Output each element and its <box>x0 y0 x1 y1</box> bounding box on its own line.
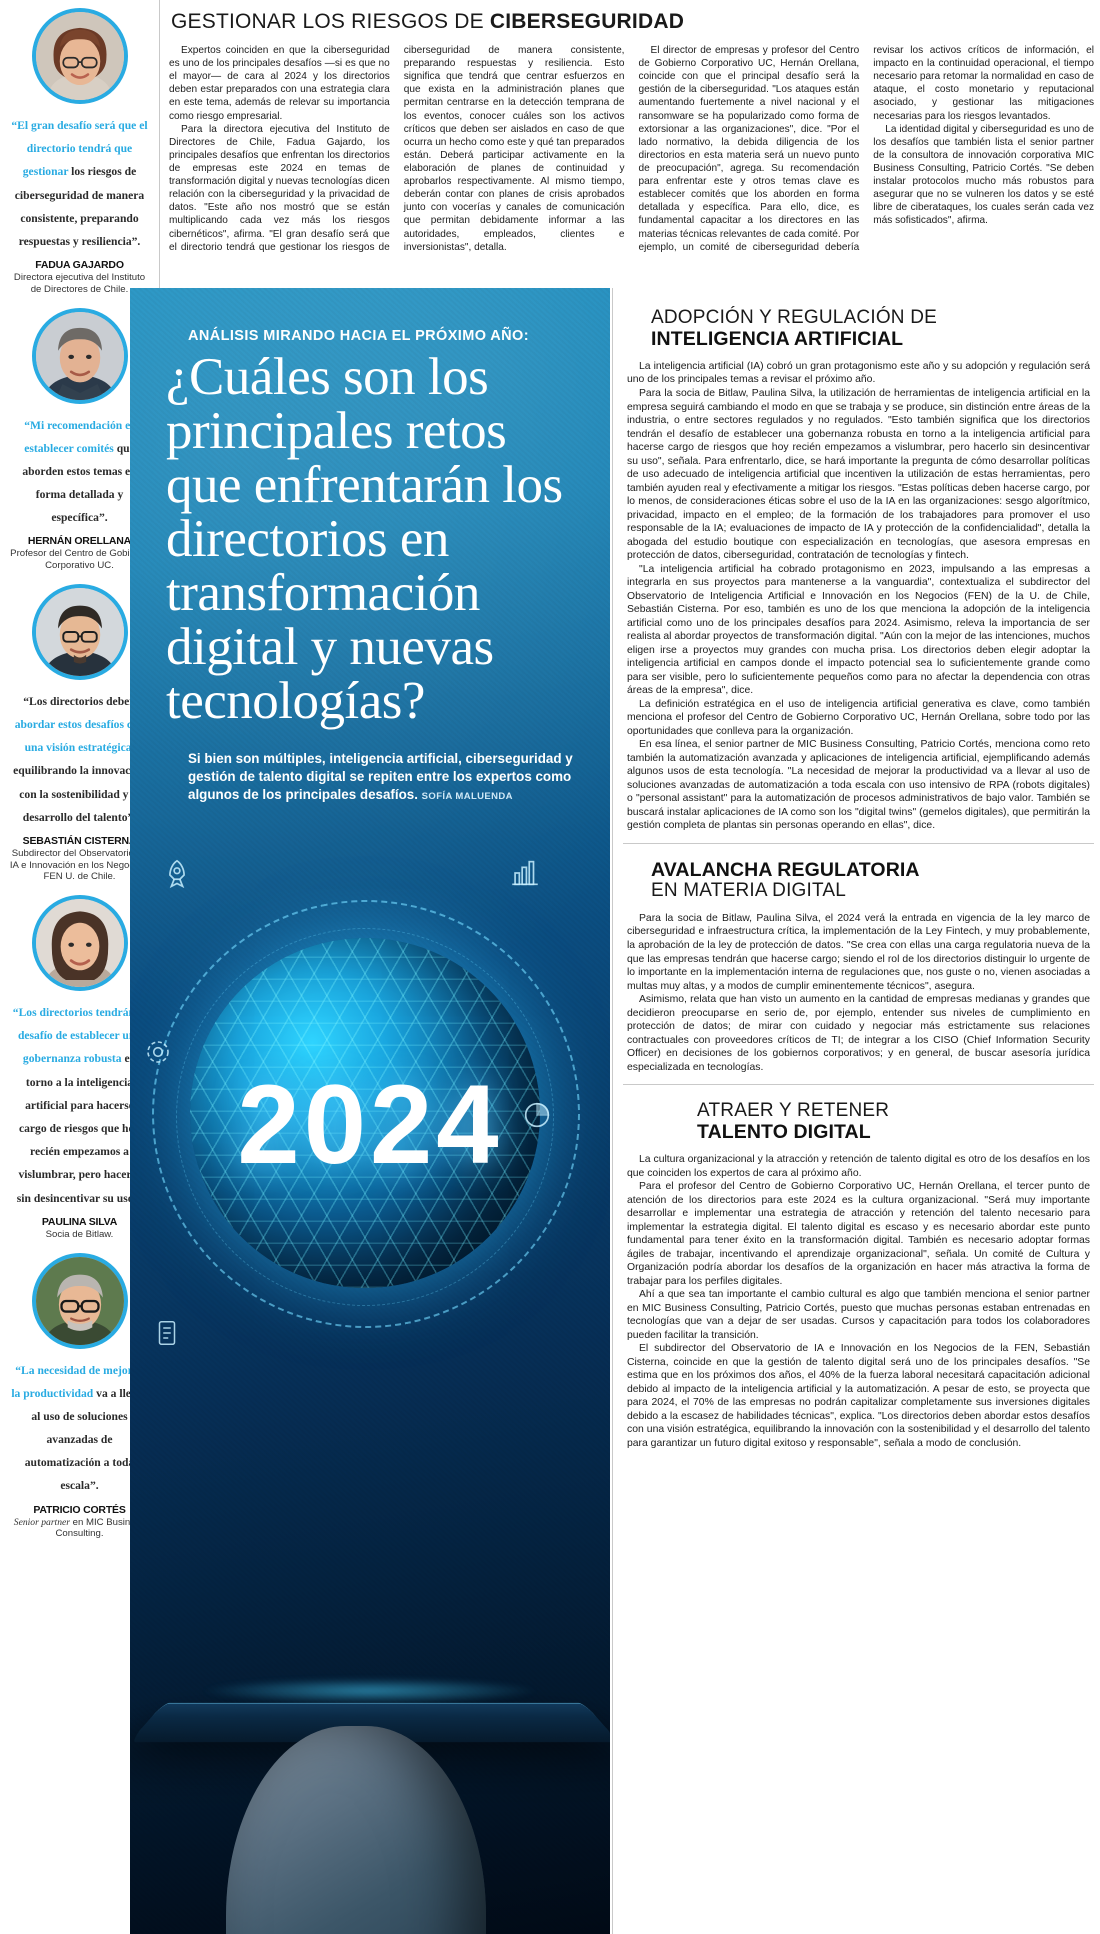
tablet-glow <box>200 1678 540 1704</box>
quote-author-role: Senior partner en MIC Business Consultin… <box>8 1517 151 1540</box>
quote-text: “Los directorios deben abordar estos des… <box>8 690 151 829</box>
quote-highlight: “Mi recomendación es establecer comités <box>24 418 135 455</box>
paragraph: El director de empresas y profesor del C… <box>638 45 1095 253</box>
quote-author-role: Socia de Bitlaw. <box>45 1228 114 1240</box>
top-article-columns: Expertos coinciden en que la ciberseguri… <box>169 44 1094 294</box>
section-heading-light: ADOPCIÓN Y REGULACIÓN DE <box>651 307 937 328</box>
paragraph: En esa línea, el senior partner de MIC B… <box>627 739 1090 832</box>
hero-illustration: 2024 <box>130 848 610 1934</box>
quote-rest: equilibrando la innovación con la sosten… <box>13 764 146 824</box>
quote-author-role: Directora ejecutiva del Instituto de Dir… <box>13 272 146 295</box>
quote-prefix: “Los directorios deben <box>23 694 136 708</box>
quote-block: “Los directorios tendrán el desafío de e… <box>8 895 151 1240</box>
document-icon <box>158 1321 176 1345</box>
quote-block: “El gran desafío será que el directorio … <box>8 8 151 296</box>
avatar <box>31 8 128 104</box>
quote-author-name: PATRICIO CORTÉS <box>33 1503 126 1516</box>
avatar <box>31 307 128 404</box>
avatar <box>31 583 128 680</box>
section-body: Para la socia de Bitlaw, Paulina Silva, … <box>627 912 1090 1074</box>
quote-text: “El gran desafío será que el directorio … <box>8 114 151 253</box>
section-avalancha-regulatoria: AVALANCHA REGULATORIA EN MATERIA DIGITAL… <box>623 843 1094 1084</box>
hero-kicker: ANÁLISIS MIRANDO HACIA EL PRÓXIMO AÑO: <box>188 328 529 344</box>
section-heading-bold: TALENTO DIGITAL <box>697 1120 871 1143</box>
hero-byline: SOFÍA MALUENDA <box>421 791 513 803</box>
paragraph: Ahí a que sea tan importante el cambio c… <box>627 1289 1090 1341</box>
paragraph: Para la socia de Bitlaw, Paulina Silva, … <box>627 387 1090 562</box>
section-heading-light: EN MATERIA DIGITAL <box>651 880 847 902</box>
quote-author-name: SEBASTIÁN CISTERNA <box>22 835 137 847</box>
paragraph: La definición estratégica en el uso de i… <box>627 698 1090 737</box>
quote-role-italic: Senior partner <box>13 1516 71 1528</box>
paragraph: El subdirector del Observatorio de IA e … <box>627 1343 1090 1449</box>
hero-subhead-text: Si bien son múltiples, inteligencia arti… <box>188 751 573 803</box>
section-body: La cultura organizacional y la atracción… <box>627 1153 1090 1450</box>
section-heading-light: ATRAER Y RETENER <box>697 1100 890 1122</box>
quote-highlight: abordar estos desafíos con una visión es… <box>14 718 145 755</box>
quote-rest: los riesgos de ciberseguridad de manera … <box>14 165 145 248</box>
avatar <box>31 1252 128 1349</box>
section-heading-bold: AVALANCHA REGULATORIA <box>651 859 920 881</box>
top-article-headline: GESTIONAR LOS RIESGOS DE CIBERSEGURIDAD <box>171 10 1094 34</box>
paragraph: Asimismo, relata que han visto un aument… <box>627 994 1090 1073</box>
hero-feature: ANÁLISIS MIRANDO HACIA EL PRÓXIMO AÑO: ¿… <box>130 288 610 1934</box>
bar-chart-icon <box>512 860 538 886</box>
avatar <box>31 895 128 992</box>
quote-text: “La necesidad de mejorar la productivida… <box>8 1359 151 1498</box>
quote-author-role: Profesor del Centro de Gobierno Corporat… <box>10 548 149 572</box>
paragraph: La identidad digital y ciberseguridad es… <box>873 123 1094 227</box>
globe-graphic <box>190 938 540 1288</box>
headline-light: GESTIONAR LOS RIESGOS DE <box>171 10 490 33</box>
paragraph: Expertos coinciden en que la ciberseguri… <box>169 45 390 122</box>
portrait-hernan-orellana-icon <box>35 311 124 400</box>
portrait-patricio-cortes-icon <box>35 1256 124 1345</box>
hero-subhead: Si bien son múltiples, inteligencia arti… <box>188 750 580 804</box>
section-heading: ATRAER Y RETENER TALENTO DIGITAL <box>627 1101 1090 1143</box>
section-talento-digital: ATRAER Y RETENER TALENTO DIGITAL La cult… <box>623 1084 1094 1460</box>
paragraph: La inteligencia artificial (IA) cobró un… <box>627 360 1090 386</box>
top-article: GESTIONAR LOS RIESGOS DE CIBERSEGURIDAD … <box>161 0 1100 288</box>
pie-chart-icon <box>524 1102 550 1128</box>
quote-block: “La necesidad de mejorar la productivida… <box>8 1252 151 1541</box>
hand-graphic <box>226 1726 486 1934</box>
portrait-fadua-gajardo-icon <box>35 12 124 100</box>
gear-icon <box>147 1041 169 1063</box>
quote-highlight: “Los directorios tendrán el desafío de e… <box>12 1006 147 1066</box>
paragraph: La cultura organizacional y la atracción… <box>627 1154 1090 1179</box>
portrait-paulina-silva-icon <box>35 899 124 988</box>
quote-author-role: Subdirector del Observatorio de IA e Inn… <box>9 848 150 883</box>
right-column: ADOPCIÓN Y REGULACIÓN DE INTELIGENCIA AR… <box>612 288 1100 1934</box>
rocket-icon <box>169 859 185 889</box>
paragraph: Para el profesor del Centro de Gobierno … <box>627 1181 1090 1287</box>
quote-author-name: HERNÁN ORELLANA <box>27 535 132 548</box>
quote-text: “Los directorios tendrán el desafío de e… <box>8 1001 151 1210</box>
quote-author-name: FADUA GAJARDO <box>35 259 124 272</box>
quote-rest: que aborden estos temas en forma detalla… <box>22 441 137 525</box>
year-graphic: 2024 <box>237 1062 503 1187</box>
quote-block: “Mi recomendación es establecer comités … <box>8 307 151 572</box>
section-heading: AVALANCHA REGULATORIA EN MATERIA DIGITAL <box>627 859 1090 902</box>
paragraph: Para la socia de Bitlaw, Paulina Silva, … <box>627 912 1090 992</box>
paragraph: "La inteligencia artificial ha cobrado p… <box>627 563 1090 697</box>
hero-title: ¿Cuáles son los principales retos que en… <box>166 348 563 731</box>
portrait-sebastian-cisterna-icon <box>35 587 124 676</box>
quote-block: “Los directorios deben abordar estos des… <box>8 583 151 883</box>
quote-role-rest: en MIC Business Consulting. <box>55 1516 146 1540</box>
paragraph: Para la directora ejecutiva del Institut… <box>169 45 625 253</box>
section-heading: ADOPCIÓN Y REGULACIÓN DE INTELIGENCIA AR… <box>627 307 1090 350</box>
quote-highlight: “El gran desafío será que el directorio … <box>11 119 148 179</box>
quote-author-name: PAULINA SILVA <box>41 1215 118 1228</box>
quote-highlight: “La necesidad de mejorar la productivida… <box>11 1363 144 1400</box>
quote-rest: en torno a la inteligencia artificial pa… <box>16 1052 142 1205</box>
headline-bold: CIBERSEGURIDAD <box>489 10 685 33</box>
quote-text: “Mi recomendación es establecer comités … <box>8 414 151 530</box>
section-inteligencia-artificial: ADOPCIÓN Y REGULACIÓN DE INTELIGENCIA AR… <box>623 292 1094 843</box>
section-body: La inteligencia artificial (IA) cobró un… <box>627 360 1090 833</box>
section-heading-bold: INTELIGENCIA ARTIFICIAL <box>651 327 904 350</box>
